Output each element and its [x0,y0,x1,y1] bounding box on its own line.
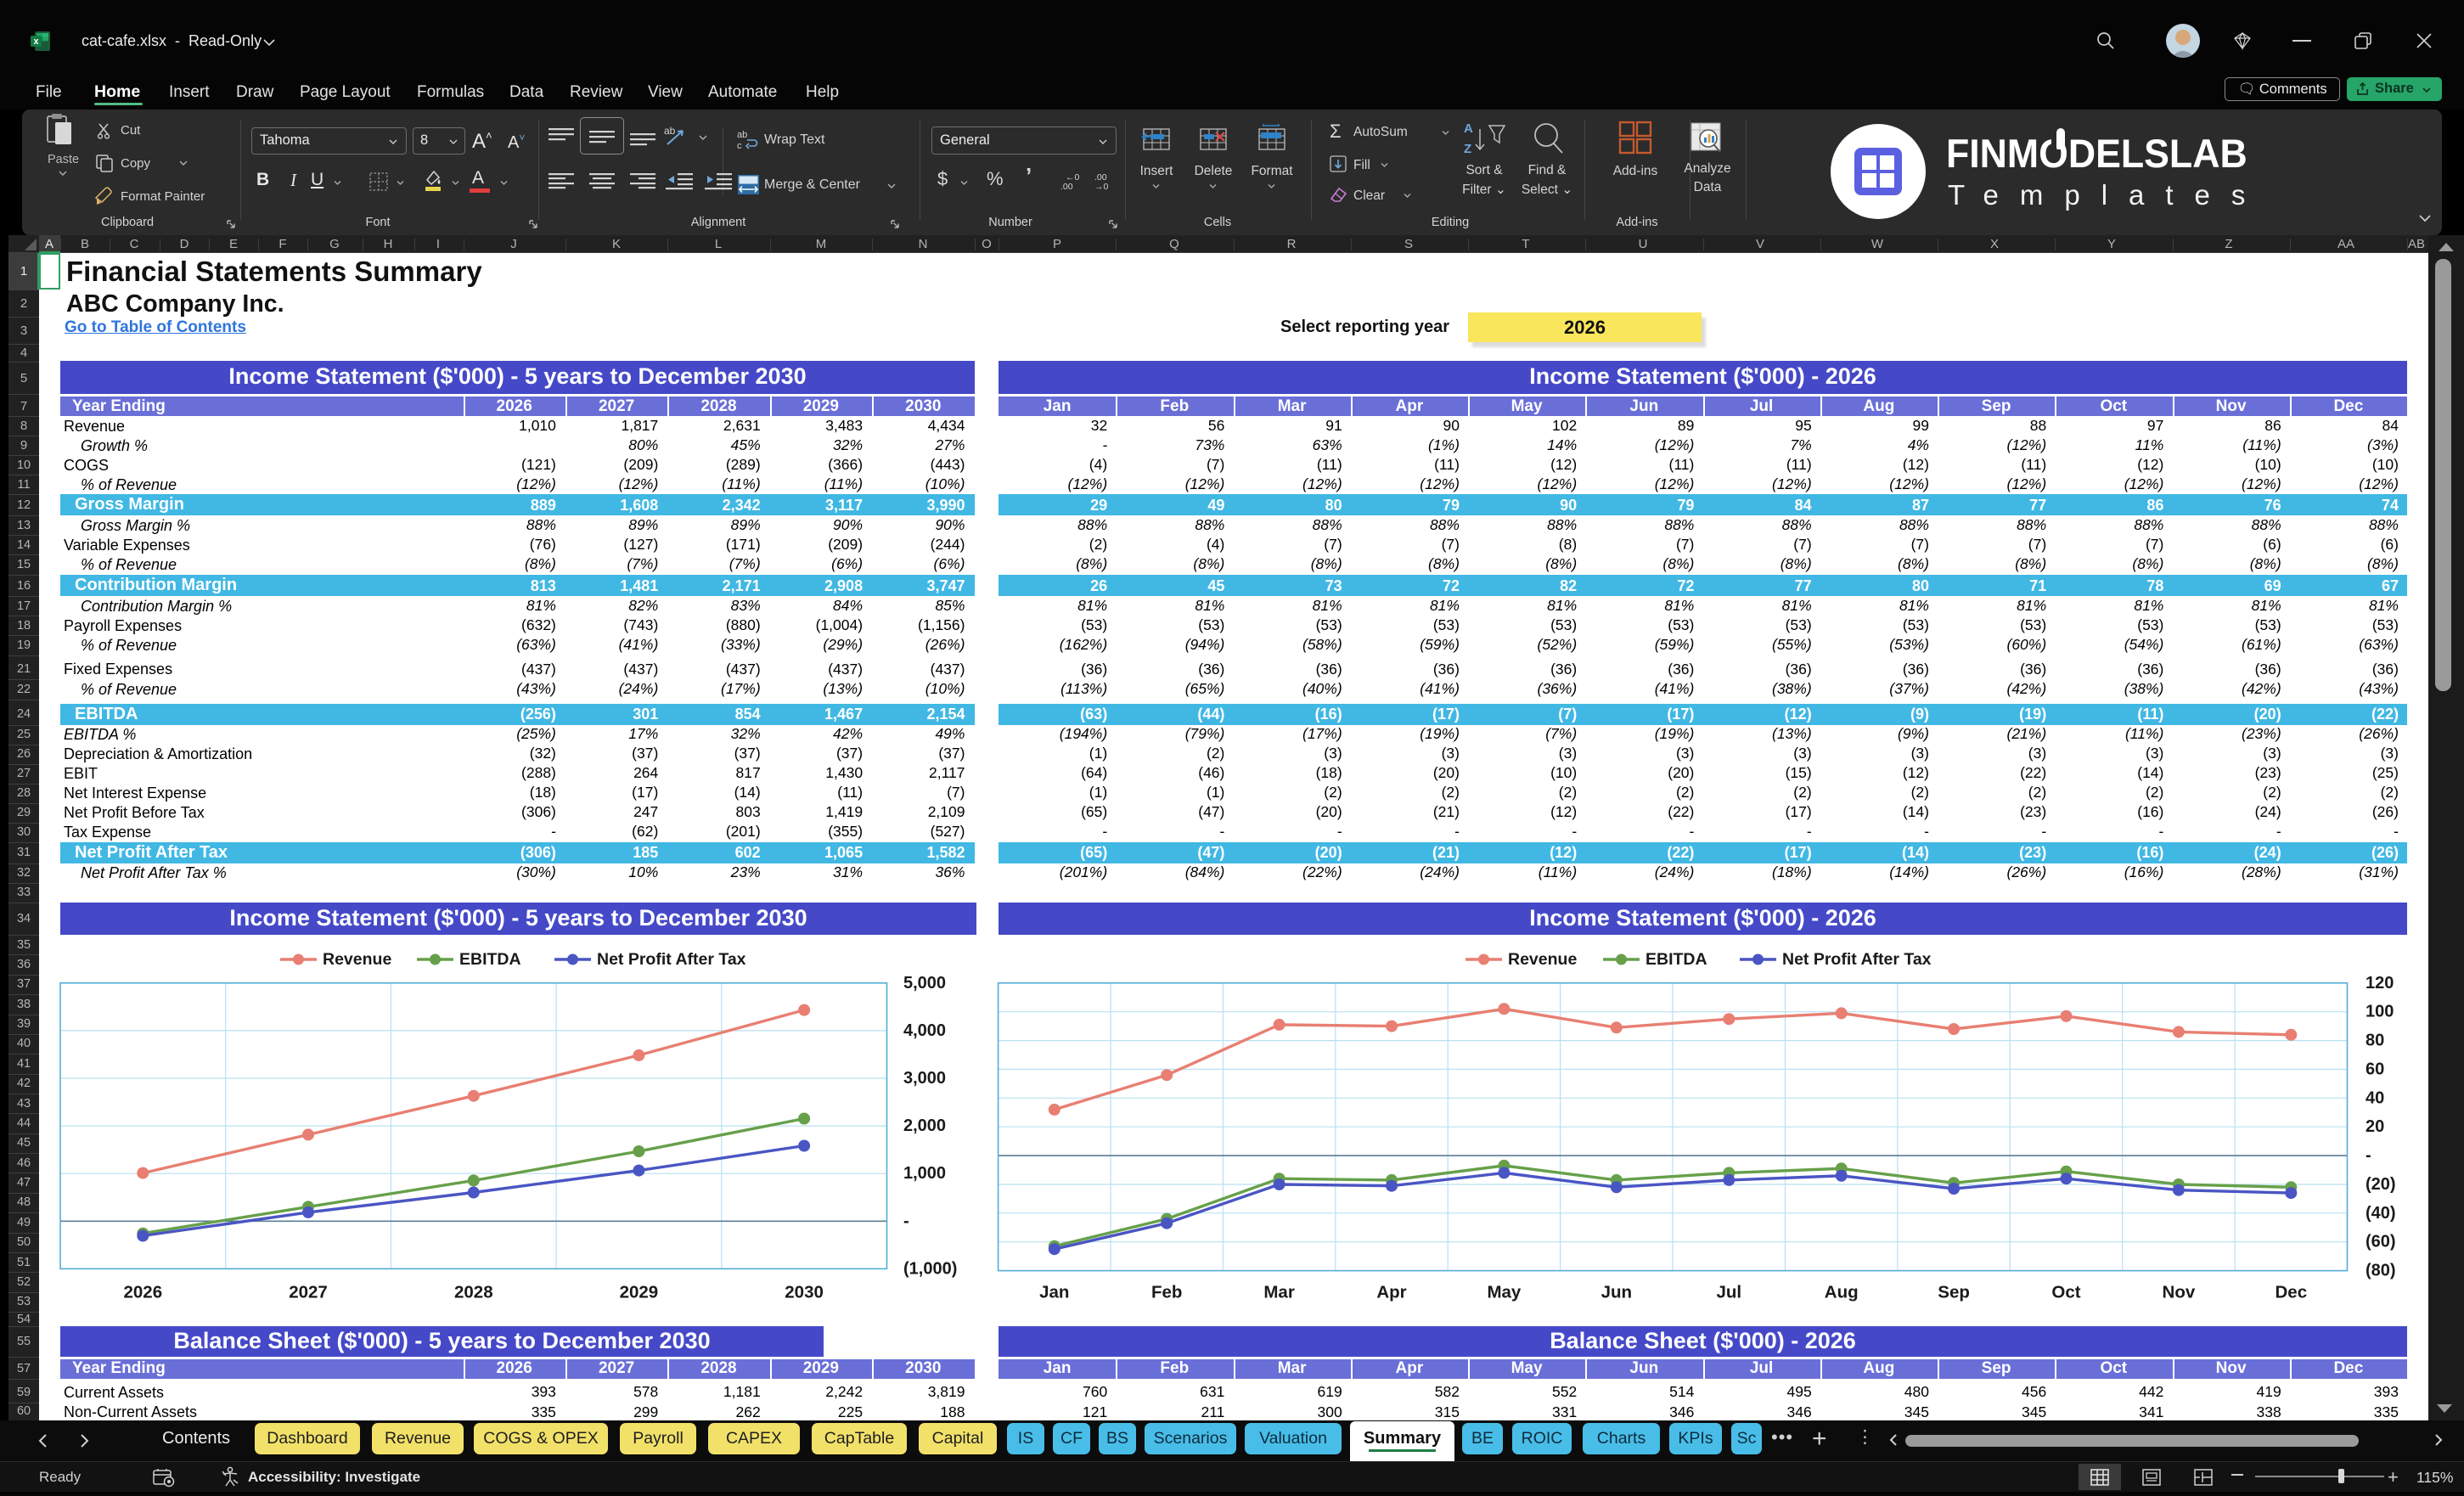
svg-text:Net Profit After Tax: Net Profit After Tax [597,950,746,969]
svg-text:(40): (40) [2366,1204,2396,1223]
svg-text:(80): (80) [2366,1262,2396,1280]
svg-text:→0: →0 [1094,182,1109,192]
svg-text:Feb: Feb [1151,1283,1182,1302]
svg-text:May: May [1487,1283,1521,1302]
svg-text:(60): (60) [2366,1233,2396,1251]
svg-text:2027: 2027 [289,1283,328,1302]
svg-text:Z: Z [1464,142,1471,156]
svg-text:(20): (20) [2366,1175,2396,1194]
svg-text:Revenue: Revenue [1508,950,1577,969]
svg-text:3,000: 3,000 [903,1069,946,1088]
svg-text:-: - [2366,1146,2371,1165]
svg-text:20: 20 [2366,1117,2384,1136]
svg-text:1,000: 1,000 [903,1164,946,1183]
svg-text:A: A [1464,121,1473,136]
svg-text:Oct: Oct [2051,1283,2080,1302]
svg-text:Revenue: Revenue [323,950,391,969]
svg-text:100: 100 [2366,1003,2394,1021]
svg-text:Sep: Sep [1938,1283,1970,1302]
svg-text:-: - [903,1212,909,1230]
svg-text:ab: ab [664,125,676,137]
svg-text:Apr: Apr [1376,1283,1406,1302]
svg-text:.00: .00 [1060,182,1073,192]
svg-text:2,000: 2,000 [903,1116,946,1135]
svg-text:Aug: Aug [1825,1283,1859,1302]
svg-text:x: x [33,37,39,47]
svg-text:c: c [737,141,742,151]
svg-text:5,000: 5,000 [903,974,946,993]
svg-text:Mar: Mar [1263,1283,1294,1302]
svg-text:Jul: Jul [1716,1283,1741,1302]
svg-text:EBITDA: EBITDA [459,950,521,969]
svg-text:2030: 2030 [785,1283,824,1302]
svg-text:2029: 2029 [620,1283,659,1302]
svg-text:60: 60 [2366,1060,2384,1078]
svg-text:40: 40 [2366,1088,2384,1107]
svg-text:EBITDA: EBITDA [1645,950,1707,969]
svg-text:Net Profit After Tax: Net Profit After Tax [1782,950,1932,969]
svg-text:(1,000): (1,000) [903,1259,957,1278]
svg-text:Jan: Jan [1039,1283,1069,1302]
svg-text:80: 80 [2366,1032,2384,1050]
svg-text:Nov: Nov [2163,1283,2196,1302]
svg-text:2026: 2026 [123,1283,162,1302]
svg-text:←0: ←0 [1066,172,1080,183]
svg-text:Jun: Jun [1601,1283,1632,1302]
svg-text:2028: 2028 [454,1283,493,1302]
svg-text:.00: .00 [1094,172,1107,183]
svg-text:ab: ab [737,130,747,140]
svg-text:Dec: Dec [2275,1283,2307,1302]
svg-text:4,000: 4,000 [903,1021,946,1040]
svg-text:120: 120 [2366,974,2394,993]
